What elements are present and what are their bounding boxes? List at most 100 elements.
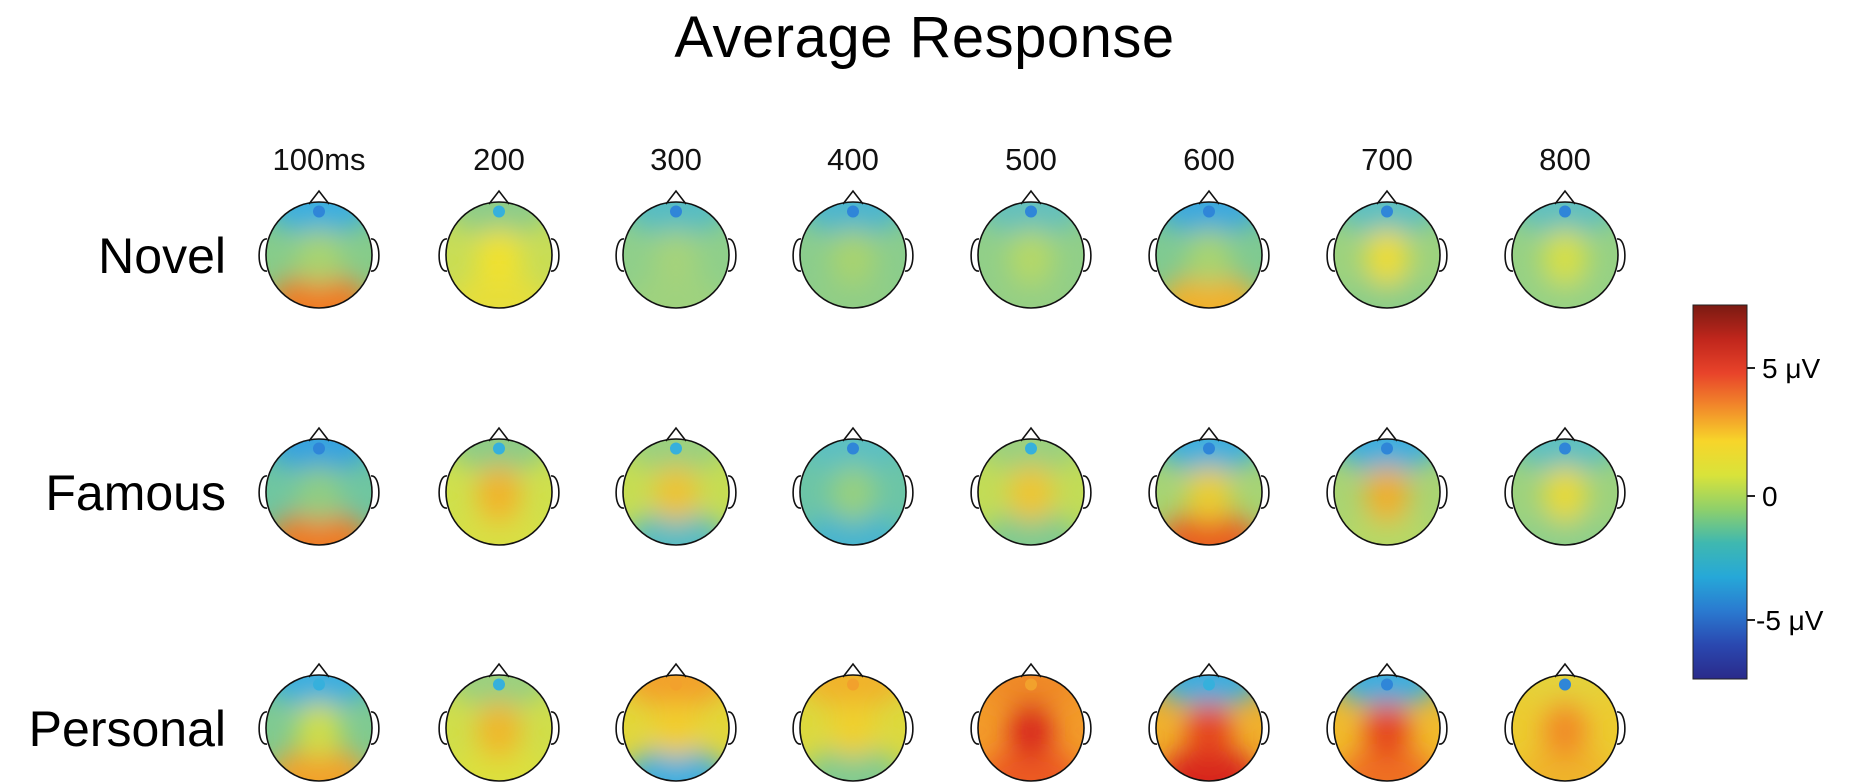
nose-outline	[308, 189, 330, 205]
head-outline	[799, 201, 907, 309]
central-region	[653, 700, 699, 760]
condition-label-famous: Famous	[45, 465, 226, 521]
nose-outline	[1020, 189, 1042, 205]
nose-outline	[1376, 189, 1398, 205]
topomap-famous-100ms	[258, 426, 380, 546]
frontal-spot	[1381, 678, 1393, 691]
central-region	[1542, 700, 1588, 760]
right-ear-outline	[1082, 238, 1092, 272]
occipital-region	[1158, 510, 1260, 545]
right-ear-outline	[370, 711, 380, 745]
left-ear-outline	[970, 475, 980, 509]
occipital-region	[1514, 510, 1616, 545]
frontal-spot	[1559, 442, 1571, 455]
head-outline	[622, 674, 730, 782]
nose-outline	[1198, 426, 1220, 442]
topomap-famous-400	[792, 426, 914, 546]
central-region	[1008, 700, 1054, 760]
head-outline	[1511, 674, 1619, 782]
frontal-spot	[1203, 442, 1215, 455]
occipital-region	[1514, 273, 1616, 308]
occipital-region	[268, 273, 370, 308]
occipital-region	[1158, 273, 1260, 308]
topomap-heads	[258, 189, 1626, 782]
head-outline	[1155, 674, 1263, 782]
topomap-personal-200	[438, 662, 560, 782]
right-ear-outline	[1438, 711, 1448, 745]
central-region	[476, 227, 522, 287]
topomap-novel-400	[792, 189, 914, 309]
central-region	[296, 227, 342, 287]
central-region	[1364, 227, 1410, 287]
topomap-novel-300	[615, 189, 737, 309]
nose-outline	[842, 189, 864, 205]
topomap-novel-800	[1504, 189, 1626, 309]
right-ear-outline	[1616, 475, 1626, 509]
frontal-spot	[1203, 205, 1215, 218]
nose-outline	[1376, 662, 1398, 678]
right-ear-outline	[727, 238, 737, 272]
topomap-personal-800	[1504, 662, 1626, 782]
topomap-personal-100ms	[258, 662, 380, 782]
head-outline	[265, 438, 373, 546]
left-ear-outline	[1504, 238, 1514, 272]
nose-outline	[1554, 189, 1576, 205]
frontal-spot	[670, 205, 682, 218]
left-ear-outline	[258, 711, 268, 745]
right-ear-outline	[727, 711, 737, 745]
time-label-100ms: 100ms	[272, 142, 365, 177]
frontal-spot	[847, 205, 859, 218]
occipital-region	[625, 273, 727, 308]
central-region	[476, 464, 522, 524]
frontal-spot	[1025, 205, 1037, 218]
occipital-region	[802, 273, 904, 308]
left-ear-outline	[792, 238, 802, 272]
nose-outline	[842, 662, 864, 678]
right-ear-outline	[1260, 475, 1270, 509]
colorbar-label-5uv: 5 μV	[1762, 353, 1820, 384]
frontal-spot	[670, 442, 682, 455]
nose-outline	[1020, 662, 1042, 678]
left-ear-outline	[258, 238, 268, 272]
topomap-novel-700	[1326, 189, 1448, 309]
right-ear-outline	[550, 711, 560, 745]
frontal-spot	[847, 442, 859, 455]
left-ear-outline	[970, 711, 980, 745]
central-region	[1186, 227, 1232, 287]
time-label-400: 400	[827, 142, 879, 177]
left-ear-outline	[1504, 711, 1514, 745]
central-region	[1186, 700, 1232, 760]
nose-outline	[665, 189, 687, 205]
central-region	[653, 464, 699, 524]
frontal-spot	[670, 678, 682, 691]
occipital-region	[268, 510, 370, 545]
left-ear-outline	[438, 711, 448, 745]
right-ear-outline	[1082, 475, 1092, 509]
topomap-famous-300	[615, 426, 737, 546]
nose-outline	[1198, 189, 1220, 205]
occipital-region	[980, 273, 1082, 308]
frontal-spot	[1025, 678, 1037, 691]
nose-outline	[308, 426, 330, 442]
head-outline	[622, 438, 730, 546]
central-region	[830, 700, 876, 760]
topomap-novel-200	[438, 189, 560, 309]
right-ear-outline	[550, 475, 560, 509]
head-outline	[799, 438, 907, 546]
head-outline	[1511, 438, 1619, 546]
left-ear-outline	[970, 238, 980, 272]
right-ear-outline	[370, 475, 380, 509]
topomap-personal-400	[792, 662, 914, 782]
occipital-region	[1336, 273, 1438, 308]
colorbar: 5 μV 0 -5 μV	[1692, 304, 1824, 680]
figure-title: Average Response	[674, 5, 1175, 70]
central-region	[1542, 227, 1588, 287]
left-ear-outline	[615, 475, 625, 509]
nose-outline	[308, 662, 330, 678]
right-ear-outline	[1616, 238, 1626, 272]
occipital-region	[980, 746, 1082, 781]
time-label-800: 800	[1539, 142, 1591, 177]
occipital-region	[802, 510, 904, 545]
right-ear-outline	[550, 238, 560, 272]
nose-outline	[1020, 426, 1042, 442]
